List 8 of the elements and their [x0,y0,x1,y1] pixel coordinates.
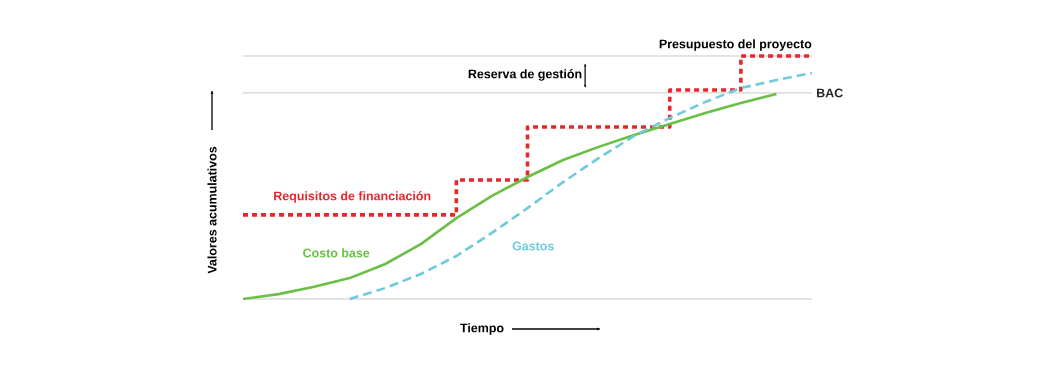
x-axis-title: Tiempo [460,323,504,335]
annotation: Reserva de gestión [468,69,582,81]
series-label: Requisitos de financiación [274,191,431,203]
series-label: Gastos [512,241,554,251]
ref-line-label: Presupuesto del proyecto [659,39,812,51]
series-label: Costo base [303,248,370,258]
y-axis-title: Valores acumulativos [207,146,217,274]
ref-line-label: BAC [817,88,843,98]
